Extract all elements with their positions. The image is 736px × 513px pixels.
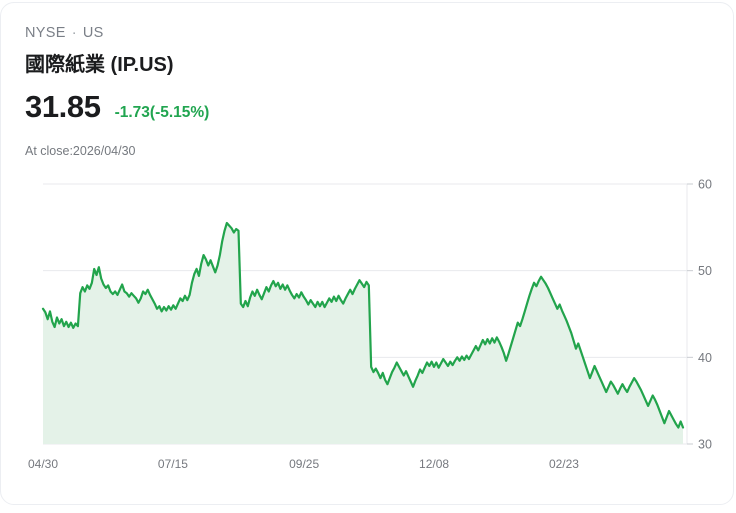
exchange-name: NYSE <box>25 25 66 41</box>
y-axis-label: 50 <box>698 264 712 278</box>
current-price: 31.85 <box>25 89 101 124</box>
y-axis-label: 30 <box>698 438 712 452</box>
market-status-text: At close:2026/04/30 <box>25 144 136 158</box>
price-change: -1.73(-5.15%) <box>114 104 210 121</box>
price-chart-svg[interactable]: 60 50 40 30 04/30 07/15 09/25 12/08 02/23 <box>1 3 734 505</box>
country-code: US <box>82 25 104 41</box>
price-line <box>41 221 685 429</box>
x-axis-label: 09/25 <box>289 457 319 471</box>
price-area-fill <box>43 223 683 444</box>
x-axis-label: 07/15 <box>158 457 188 471</box>
x-axis-label: 02/23 <box>549 457 579 471</box>
separator-dot: · <box>71 25 77 41</box>
exchange-info: NYSE · US <box>25 25 104 41</box>
y-axis-label: 40 <box>698 351 712 365</box>
page-title: 國際紙業 (IP.US) <box>25 54 174 76</box>
price-chart[interactable]: 60 50 40 30 04/30 07/15 09/25 12/08 02/23 <box>1 3 734 505</box>
x-axis-label: 12/08 <box>419 457 449 471</box>
price-summary: 31.85 -1.73(-5.15%) <box>25 89 209 125</box>
y-axis-label: 60 <box>698 178 712 192</box>
x-axis-label: 04/30 <box>28 457 58 471</box>
stock-quote-card: NYSE · US 國際紙業 (IP.US) 31.85 -1.73(-5.15%)… <box>0 2 734 505</box>
